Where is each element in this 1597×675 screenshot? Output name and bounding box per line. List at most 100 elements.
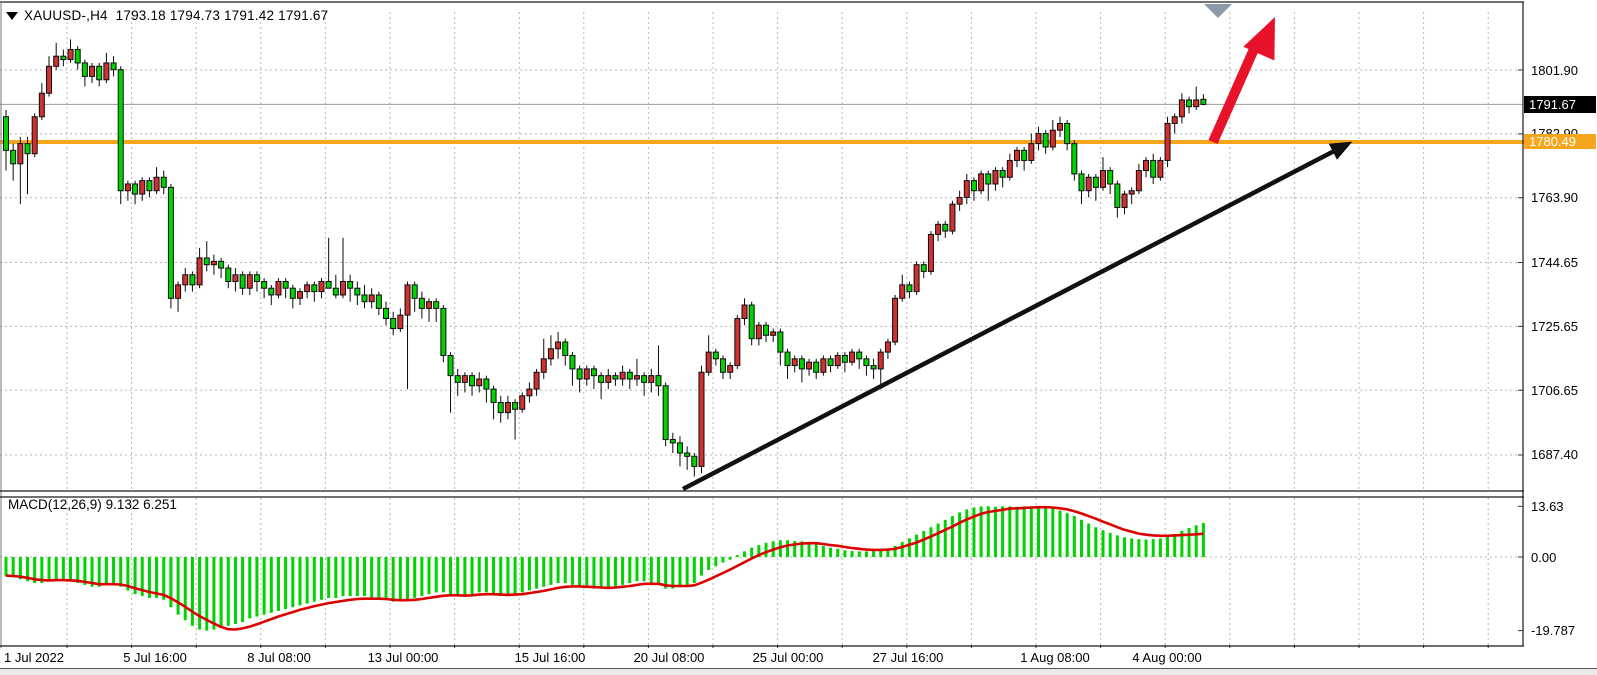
trendline-arrow[interactable] xyxy=(681,146,1342,491)
macd-histogram-bar xyxy=(377,557,381,598)
candle-body xyxy=(791,358,798,367)
macd-histogram-bar xyxy=(69,557,73,582)
macd-histogram-bar xyxy=(212,557,216,630)
candle-body xyxy=(648,375,655,383)
candle-body xyxy=(67,48,74,61)
macd-histogram-bar xyxy=(126,557,130,591)
macd-histogram-bar xyxy=(707,557,711,571)
time-axis[interactable]: 1 Jul 2022 5 Jul 16:00 8 Jul 08:00 13 Jul 0… xyxy=(0,648,1597,668)
candle-body xyxy=(1064,122,1071,145)
macd-indicator-label: MACD(12,26,9) 9.132 6.251 xyxy=(8,497,177,512)
macd-histogram-bar xyxy=(506,557,510,597)
candle-body xyxy=(440,307,447,356)
macd-histogram-bar xyxy=(800,541,804,557)
macd-histogram-bar xyxy=(441,557,445,593)
macd-histogram-bar xyxy=(1022,506,1026,557)
macd-histogram-bar xyxy=(958,512,962,557)
macd-axis-label: -19.787 xyxy=(1531,623,1576,639)
time-axis-label: 15 Jul 16:00 xyxy=(514,650,586,665)
macd-histogram-bar xyxy=(198,557,202,630)
macd-histogram-bar xyxy=(929,527,933,557)
symbol-dropdown-icon[interactable] xyxy=(6,11,18,20)
macd-histogram-bar xyxy=(112,557,116,584)
candle-body xyxy=(139,180,146,195)
candle-body xyxy=(289,287,296,299)
candle-body xyxy=(777,331,784,353)
macd-histogram-bar xyxy=(943,519,947,557)
macd-histogram-bar xyxy=(391,557,395,602)
candle-body xyxy=(820,358,827,373)
macd-histogram-bar xyxy=(1080,519,1083,557)
macd-histogram-bar xyxy=(656,557,660,585)
macd-histogram-bar xyxy=(1130,538,1134,557)
candle-body xyxy=(275,280,282,296)
candle-body xyxy=(96,65,103,81)
candle-body xyxy=(153,176,160,192)
candle-body xyxy=(1128,190,1135,195)
macd-histogram-bar xyxy=(248,557,252,619)
candle-body xyxy=(311,284,318,293)
time-axis-label: 8 Jul 08:00 xyxy=(247,650,311,665)
macd-histogram-bar xyxy=(793,541,797,557)
candle-body xyxy=(17,143,24,165)
macd-histogram-bar xyxy=(735,555,739,557)
macd-histogram-bar xyxy=(190,557,194,626)
chart-shift-marker-icon[interactable] xyxy=(1204,4,1232,18)
candle-body xyxy=(1028,143,1035,161)
price-axis-label: 1801.90 xyxy=(1531,62,1578,78)
macd-histogram-bar xyxy=(427,557,431,595)
candle-body xyxy=(3,116,9,151)
candle-body xyxy=(712,351,719,360)
candle-body xyxy=(970,180,977,192)
candle-body xyxy=(834,354,841,367)
macd-histogram-bar xyxy=(850,551,854,557)
macd-histogram-bar xyxy=(61,557,65,580)
candle-body xyxy=(806,361,813,370)
candle-body xyxy=(504,402,511,414)
macd-histogram-bar xyxy=(993,506,997,557)
macd-histogram-bar xyxy=(284,557,288,610)
candle-body xyxy=(763,324,770,336)
macd-histogram-bar xyxy=(872,551,876,557)
candle-body xyxy=(519,395,526,410)
candle-body xyxy=(354,287,361,296)
macd-histogram-bar xyxy=(721,557,725,563)
macd-histogram-bar xyxy=(613,557,617,587)
candle-body xyxy=(884,341,891,353)
candle-body xyxy=(253,274,260,282)
candle-body xyxy=(268,287,275,296)
candle-body xyxy=(347,280,354,289)
candle-body xyxy=(232,274,239,282)
candle-body xyxy=(770,331,777,336)
macd-histogram-bar xyxy=(685,557,689,585)
current-price-tag: 1791.67 xyxy=(1524,95,1596,113)
candle-body xyxy=(447,354,454,377)
candle-body xyxy=(583,368,590,380)
macd-histogram-bar xyxy=(599,557,603,589)
macd-histogram-bar xyxy=(162,557,166,600)
macd-histogram-bar xyxy=(829,547,833,557)
macd-histogram-bar xyxy=(900,542,904,557)
macd-histogram-bar xyxy=(319,557,323,600)
candle-body xyxy=(375,294,382,309)
macd-histogram-bar xyxy=(1137,539,1141,557)
macd-histogram-bar xyxy=(1029,506,1033,557)
macd-histogram-bar xyxy=(915,534,919,557)
macd-histogram-bar xyxy=(492,557,496,595)
candle-body xyxy=(89,65,96,77)
trendline-arrowhead xyxy=(1328,141,1353,160)
macd-histogram-bar xyxy=(1158,538,1162,557)
macd-histogram-bar xyxy=(334,557,338,598)
macd-histogram-bar xyxy=(979,506,983,557)
macd-histogram-bar xyxy=(219,557,223,628)
red-up-arrow[interactable] xyxy=(1208,37,1263,145)
candle-body xyxy=(304,284,311,293)
candle-body xyxy=(60,55,67,61)
candle-body xyxy=(361,294,368,303)
macd-histogram-bar xyxy=(628,557,632,584)
candle-body xyxy=(261,280,268,289)
candle-body xyxy=(218,260,225,269)
candle-body xyxy=(720,358,726,373)
